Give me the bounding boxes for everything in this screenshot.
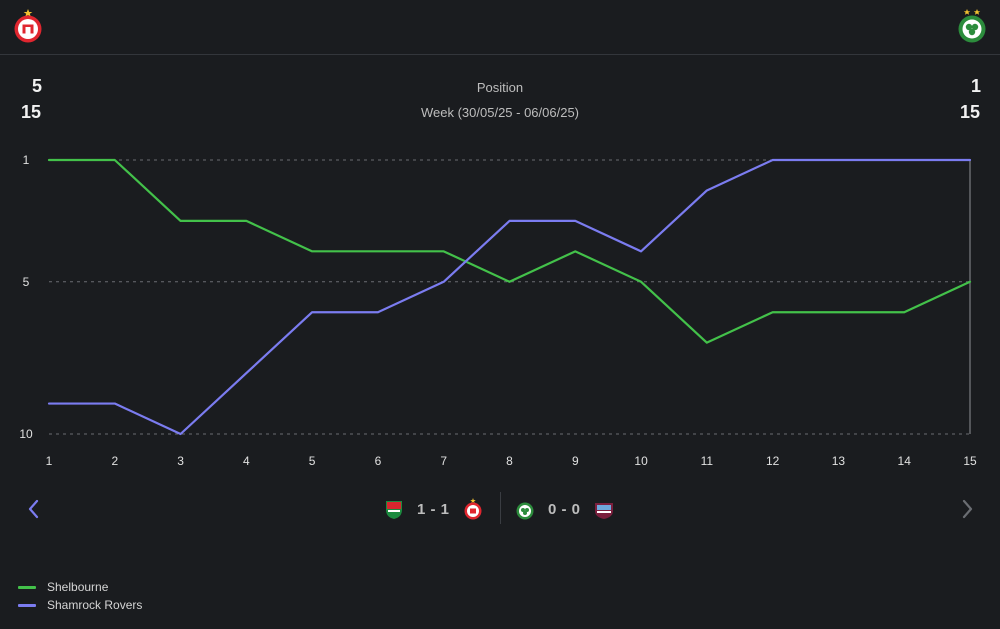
x-tick-label: 1 bbox=[46, 454, 53, 468]
x-tick-label: 6 bbox=[375, 454, 382, 468]
shelbourne-crest-icon bbox=[464, 498, 482, 520]
legend-swatch bbox=[18, 603, 36, 607]
legend-swatch bbox=[18, 585, 36, 589]
x-tick-label: 7 bbox=[440, 454, 447, 468]
x-tick-label: 3 bbox=[177, 454, 184, 468]
x-tick-label: 14 bbox=[898, 454, 912, 468]
x-tick-label: 9 bbox=[572, 454, 579, 468]
series-line-shamrock-rovers[interactable] bbox=[47, 158, 972, 436]
x-tick-label: 15 bbox=[963, 454, 977, 468]
match-score: 1 - 1 bbox=[417, 500, 450, 518]
left-week-value: 15 bbox=[21, 102, 42, 122]
y-tick-label: 10 bbox=[19, 427, 33, 441]
chart-legend: Shelbourne Shamrock Rovers bbox=[18, 578, 142, 614]
x-tick-label: 13 bbox=[832, 454, 846, 468]
legend-item-shelbourne[interactable]: Shelbourne bbox=[18, 578, 142, 596]
x-tick-label: 10 bbox=[634, 454, 648, 468]
shelbourne-crest-icon[interactable] bbox=[10, 8, 46, 44]
left-position-value: 5 bbox=[32, 76, 43, 96]
chart-subtitle: Week (30/05/25 - 06/06/25) bbox=[420, 105, 580, 120]
x-tick-label: 11 bbox=[701, 454, 714, 468]
x-tick-label: 8 bbox=[506, 454, 513, 468]
match-header bbox=[0, 0, 1000, 55]
legend-item-shamrock-rovers[interactable]: Shamrock Rovers bbox=[18, 596, 142, 614]
galway-united-crest-icon bbox=[594, 503, 613, 519]
next-week-arrow-icon[interactable] bbox=[955, 496, 979, 522]
x-tick-label: 12 bbox=[766, 454, 780, 468]
right-position-value: 1 bbox=[971, 76, 982, 96]
legend-label: Shamrock Rovers bbox=[47, 598, 143, 612]
legend-label: Shelbourne bbox=[47, 580, 109, 594]
cork-city-crest-icon bbox=[386, 501, 402, 519]
shamrock-rovers-crest-icon bbox=[516, 502, 534, 520]
series-line-shelbourne[interactable] bbox=[47, 158, 972, 344]
shamrock-rovers-crest-icon[interactable] bbox=[954, 8, 990, 44]
y-tick-label: 1 bbox=[23, 153, 30, 167]
match-card[interactable]: 1 - 1 bbox=[383, 494, 484, 524]
chart-title: Position bbox=[476, 80, 524, 95]
x-tick-label: 2 bbox=[111, 454, 118, 468]
x-tick-label: 4 bbox=[243, 454, 250, 468]
y-tick-label: 5 bbox=[23, 275, 30, 289]
x-tick-label: 5 bbox=[309, 454, 316, 468]
match-card[interactable]: 0 - 0 bbox=[514, 494, 615, 524]
match-divider bbox=[500, 492, 501, 524]
previous-week-arrow-icon[interactable] bbox=[22, 496, 46, 522]
match-score: 0 - 0 bbox=[548, 500, 581, 518]
right-week-value: 15 bbox=[960, 102, 981, 122]
